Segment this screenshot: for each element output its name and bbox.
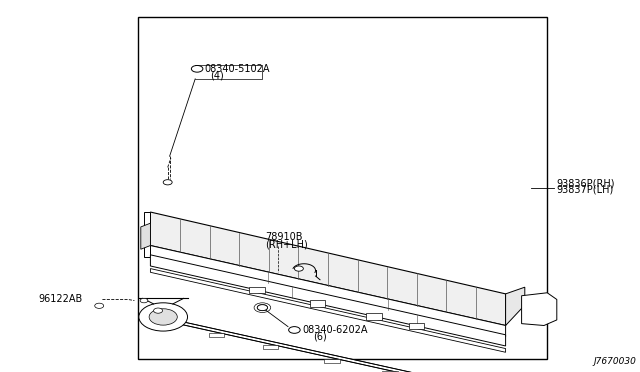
Polygon shape [506, 287, 525, 326]
Text: 08340-5102A: 08340-5102A [205, 64, 270, 74]
Text: 08340-6202A: 08340-6202A [302, 325, 367, 335]
Polygon shape [144, 212, 150, 257]
Polygon shape [144, 313, 506, 372]
Polygon shape [150, 246, 506, 337]
Polygon shape [382, 371, 397, 372]
Circle shape [294, 266, 303, 271]
Circle shape [154, 308, 163, 313]
Text: 93837P(LH): 93837P(LH) [557, 185, 614, 195]
Text: 93836P(RH): 93836P(RH) [557, 178, 615, 188]
Text: (6): (6) [314, 332, 327, 341]
Polygon shape [150, 255, 506, 346]
Circle shape [163, 180, 172, 185]
Circle shape [257, 305, 268, 311]
Polygon shape [150, 269, 506, 352]
Polygon shape [522, 293, 557, 326]
Bar [138, 17, 547, 359]
Text: (RH+LH): (RH+LH) [266, 239, 308, 249]
Text: (4): (4) [210, 71, 223, 80]
Circle shape [139, 303, 188, 331]
Polygon shape [150, 212, 506, 326]
Polygon shape [367, 313, 382, 320]
Text: 78910B: 78910B [266, 232, 303, 242]
Polygon shape [209, 333, 224, 337]
Circle shape [257, 305, 268, 311]
Polygon shape [249, 286, 265, 293]
Polygon shape [409, 323, 424, 329]
Circle shape [95, 303, 104, 308]
Circle shape [140, 298, 148, 303]
Polygon shape [141, 223, 150, 249]
Text: J7670030: J7670030 [594, 357, 637, 366]
Polygon shape [310, 300, 325, 307]
Polygon shape [263, 345, 278, 349]
Polygon shape [324, 359, 340, 363]
Text: 96122AB: 96122AB [38, 295, 83, 304]
Circle shape [149, 309, 177, 325]
